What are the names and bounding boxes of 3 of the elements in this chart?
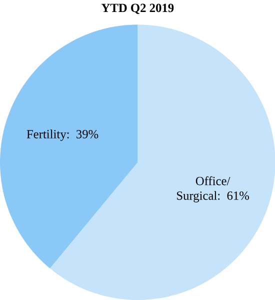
chart-title: YTD Q2 2019 [101,4,174,14]
slice-label: Fertility: 39% [26,130,98,141]
slice-label: Office/ Surgical: 61% [176,176,249,202]
